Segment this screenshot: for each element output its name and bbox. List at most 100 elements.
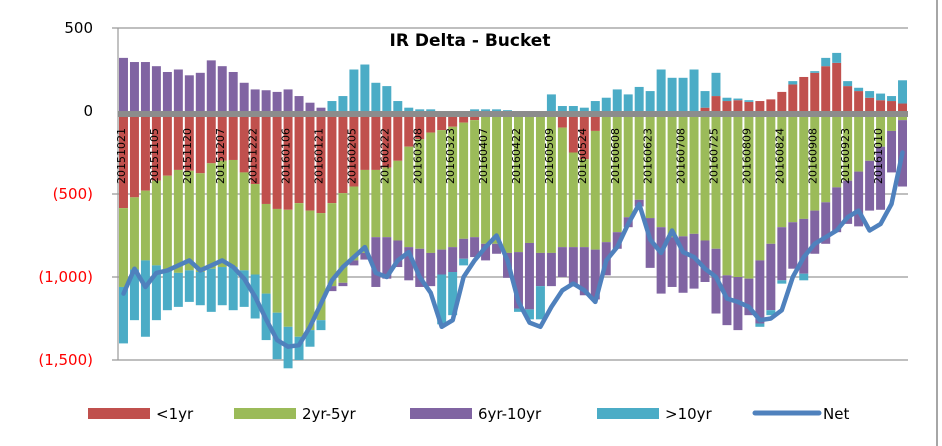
bar-10yr	[140, 260, 150, 337]
bar-10yr	[711, 72, 721, 97]
bar-10yr	[843, 81, 853, 87]
bar-1yr	[382, 111, 392, 168]
bar-2yr-5yr	[228, 159, 238, 268]
bar-10yr	[470, 109, 480, 111]
bar-10yr	[876, 93, 886, 101]
x-tick-label: 20151222	[247, 128, 260, 184]
bar-6yr-10yr	[327, 286, 337, 292]
y-tick-label: (1,500)	[38, 351, 93, 369]
bar-1yr	[162, 111, 172, 176]
bar-1yr	[898, 103, 907, 111]
bar-10yr	[898, 80, 907, 104]
bar-10yr	[206, 268, 216, 312]
bar-1yr	[305, 111, 315, 211]
bar-6yr-10yr	[689, 233, 699, 289]
bar-10yr	[777, 280, 787, 284]
bar-10yr	[634, 86, 644, 111]
bar-2yr-5yr	[524, 112, 534, 243]
bar-6yr-10yr	[568, 247, 578, 286]
bar-2yr-5yr	[568, 152, 578, 248]
bar-10yr	[667, 77, 677, 111]
bar-10yr	[151, 265, 161, 321]
bar-1yr	[788, 84, 798, 111]
bar-2yr-5yr	[272, 208, 282, 313]
bar-2yr-5yr	[766, 111, 776, 244]
bar-6yr-10yr	[470, 237, 480, 258]
legend-label-10yr: >10yr	[665, 405, 713, 423]
bar-10yr	[623, 94, 633, 111]
bar-1yr	[272, 111, 282, 209]
bar-2yr-5yr	[294, 203, 304, 337]
bar-6yr-10yr	[239, 82, 249, 111]
bar-2yr-5yr	[360, 169, 370, 253]
bar-10yr	[766, 310, 776, 316]
bar-1yr	[250, 111, 260, 185]
bar-2yr-5yr	[261, 203, 271, 294]
bar-1yr	[557, 111, 567, 128]
bar-6yr-10yr	[393, 240, 403, 268]
bar-6yr-10yr	[700, 240, 710, 282]
bar-10yr	[590, 101, 600, 111]
bar-10yr	[755, 323, 765, 327]
x-tick-label: 20160422	[510, 128, 523, 184]
bar-10yr	[645, 91, 655, 111]
bar-2yr-5yr	[810, 111, 820, 211]
bar-1yr	[711, 96, 721, 111]
x-tick-label: 20151105	[148, 128, 161, 184]
bar-10yr	[459, 258, 469, 266]
bar-2yr-5yr	[667, 111, 677, 238]
bar-10yr	[119, 286, 128, 344]
bar-10yr	[744, 100, 754, 102]
bar-2yr-5yr	[437, 130, 447, 250]
bar-2yr-5yr	[733, 111, 743, 277]
bar-1yr	[821, 66, 831, 111]
bar-10yr	[426, 109, 436, 111]
bar-1yr	[415, 111, 425, 140]
bar-1yr	[184, 111, 194, 171]
bar-6yr-10yr	[557, 247, 567, 277]
bar-10yr	[601, 97, 611, 111]
net-line-series	[121, 150, 905, 349]
bar-6yr-10yr	[865, 160, 875, 211]
bar-1yr	[151, 111, 161, 181]
bar-6yr-10yr	[119, 57, 128, 111]
bar-2yr-5yr	[371, 169, 381, 238]
bar-6yr-10yr	[832, 187, 842, 233]
bar-1yr	[140, 111, 150, 191]
bar-2yr-5yr	[579, 159, 589, 248]
bar-10yr	[217, 267, 227, 306]
bar-10yr	[327, 101, 337, 111]
bar-1yr	[195, 111, 205, 174]
bar-2yr-5yr	[415, 139, 425, 249]
bar-6yr-10yr	[173, 69, 183, 111]
bar-1yr	[799, 76, 809, 111]
bar-1yr	[876, 100, 886, 111]
bar-10yr	[481, 109, 491, 111]
x-tick-label: 20151120	[181, 128, 194, 184]
bar-6yr-10yr	[492, 243, 502, 254]
bar-10yr	[788, 81, 798, 85]
bar-6yr-10yr	[206, 60, 216, 111]
x-tick-label: 20161010	[872, 128, 885, 184]
bar-10yr	[733, 98, 743, 101]
bar-1yr	[393, 111, 403, 161]
bar-2yr-5yr	[250, 184, 260, 275]
bar-6yr-10yr	[459, 238, 469, 259]
bar-2yr-5yr	[722, 111, 732, 276]
bar-10yr	[887, 96, 897, 102]
bar-10yr	[305, 330, 315, 347]
bar-10yr	[799, 273, 809, 281]
bar-2yr-5yr	[426, 132, 436, 253]
bar-6yr-10yr	[667, 237, 677, 287]
bar-2yr-5yr	[645, 111, 655, 219]
bar-1yr	[239, 111, 249, 173]
bar-1yr	[766, 99, 776, 111]
bar-2yr-5yr	[623, 112, 633, 218]
legend: <1yr 2yr-5yr 6yr-10yr >10yr Net	[88, 405, 849, 423]
bar-2yr-5yr	[678, 111, 688, 237]
bar-10yr	[173, 272, 183, 307]
bar-2yr-5yr	[744, 111, 754, 279]
bar-1yr	[733, 100, 743, 111]
bar-10yr	[821, 57, 831, 67]
